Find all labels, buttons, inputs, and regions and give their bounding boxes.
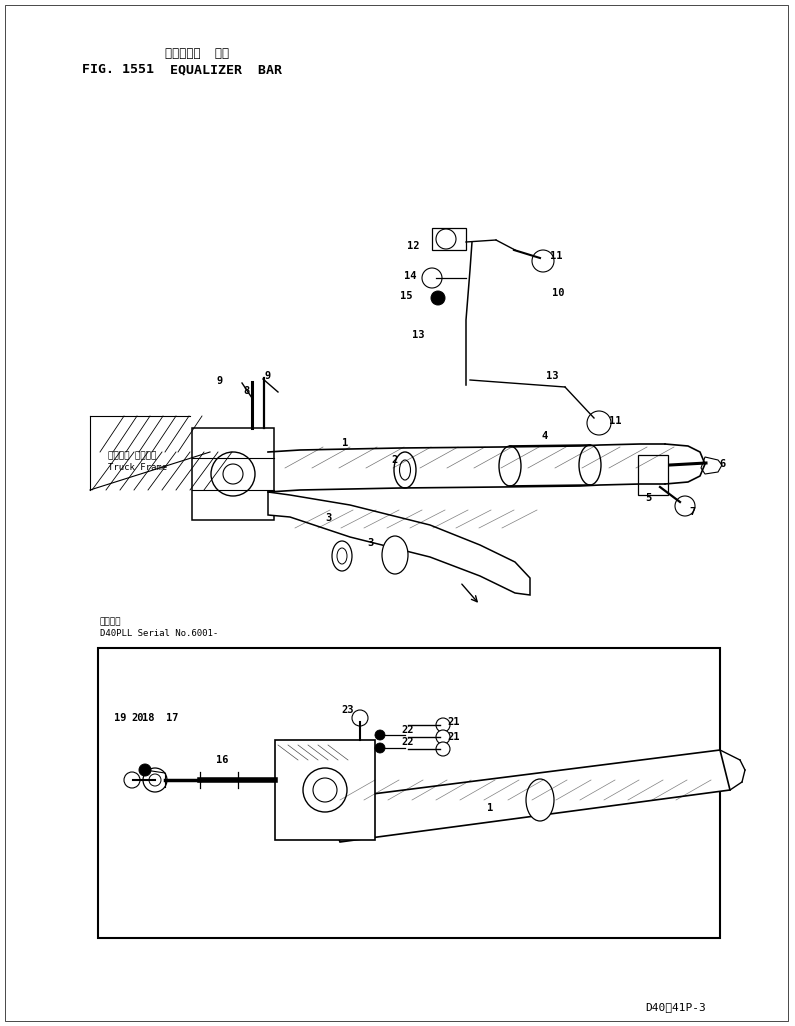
Circle shape [422,268,442,288]
Text: 19: 19 [114,713,126,723]
Text: 21: 21 [448,732,460,742]
Circle shape [211,452,255,496]
Ellipse shape [526,779,554,821]
Circle shape [303,768,347,812]
Text: 11: 11 [609,416,621,426]
Text: 10: 10 [552,288,564,298]
Text: 6: 6 [719,459,725,469]
Ellipse shape [332,541,352,571]
Text: 22: 22 [401,725,414,735]
Polygon shape [325,750,730,842]
Circle shape [375,731,385,740]
Ellipse shape [382,536,408,574]
Ellipse shape [579,445,601,485]
Circle shape [587,411,611,435]
Circle shape [223,464,243,484]
Circle shape [375,743,385,753]
Ellipse shape [394,452,416,488]
Text: D40・41P-3: D40・41P-3 [645,1002,706,1012]
Text: 3: 3 [325,513,332,523]
Circle shape [675,496,695,516]
Text: 9: 9 [265,371,271,381]
Text: 21: 21 [448,717,460,727]
Circle shape [436,731,450,744]
Bar [432,228,466,250]
Text: 1: 1 [487,803,493,813]
Circle shape [124,772,140,788]
Text: 3: 3 [366,538,373,548]
Text: 13: 13 [412,330,425,340]
Text: FIG. 1551: FIG. 1551 [82,63,154,76]
Circle shape [352,710,368,726]
Text: 4: 4 [542,431,548,441]
Text: 17: 17 [165,713,178,723]
Text: 5: 5 [645,494,651,503]
Text: 13: 13 [545,371,558,381]
Circle shape [436,742,450,756]
Bar [275,740,375,840]
Text: 11: 11 [550,251,562,261]
Circle shape [436,718,450,732]
Text: 14: 14 [404,271,417,281]
Text: 8: 8 [243,386,249,396]
Text: 適用箇所: 適用箇所 [100,617,122,626]
Text: 16: 16 [215,755,228,765]
Text: 7: 7 [689,507,695,517]
Text: 22: 22 [401,737,414,747]
Circle shape [139,764,151,776]
Bar [98,648,720,938]
Circle shape [436,229,456,249]
Text: 12: 12 [407,241,419,251]
Text: Truck Frame: Truck Frame [108,463,167,472]
Text: 23: 23 [342,705,355,715]
Text: イコライザ  バー: イコライザ バー [165,47,229,60]
Text: 9: 9 [217,376,223,386]
Text: EQUALIZER  BAR: EQUALIZER BAR [170,63,282,76]
Text: 2: 2 [391,455,398,465]
Text: 20: 20 [132,713,144,723]
Circle shape [532,250,554,272]
Circle shape [143,768,167,792]
Bar [638,455,668,495]
Text: 15: 15 [400,291,413,301]
Polygon shape [701,457,722,474]
Text: 18: 18 [142,713,154,723]
Ellipse shape [499,446,521,486]
Bar [192,428,274,520]
Text: 1: 1 [342,438,348,448]
Circle shape [431,291,445,305]
Text: D40PLL Serial No.6001-: D40PLL Serial No.6001- [100,629,219,638]
Text: トラック フレーム: トラック フレーム [108,451,157,460]
Polygon shape [268,492,530,595]
